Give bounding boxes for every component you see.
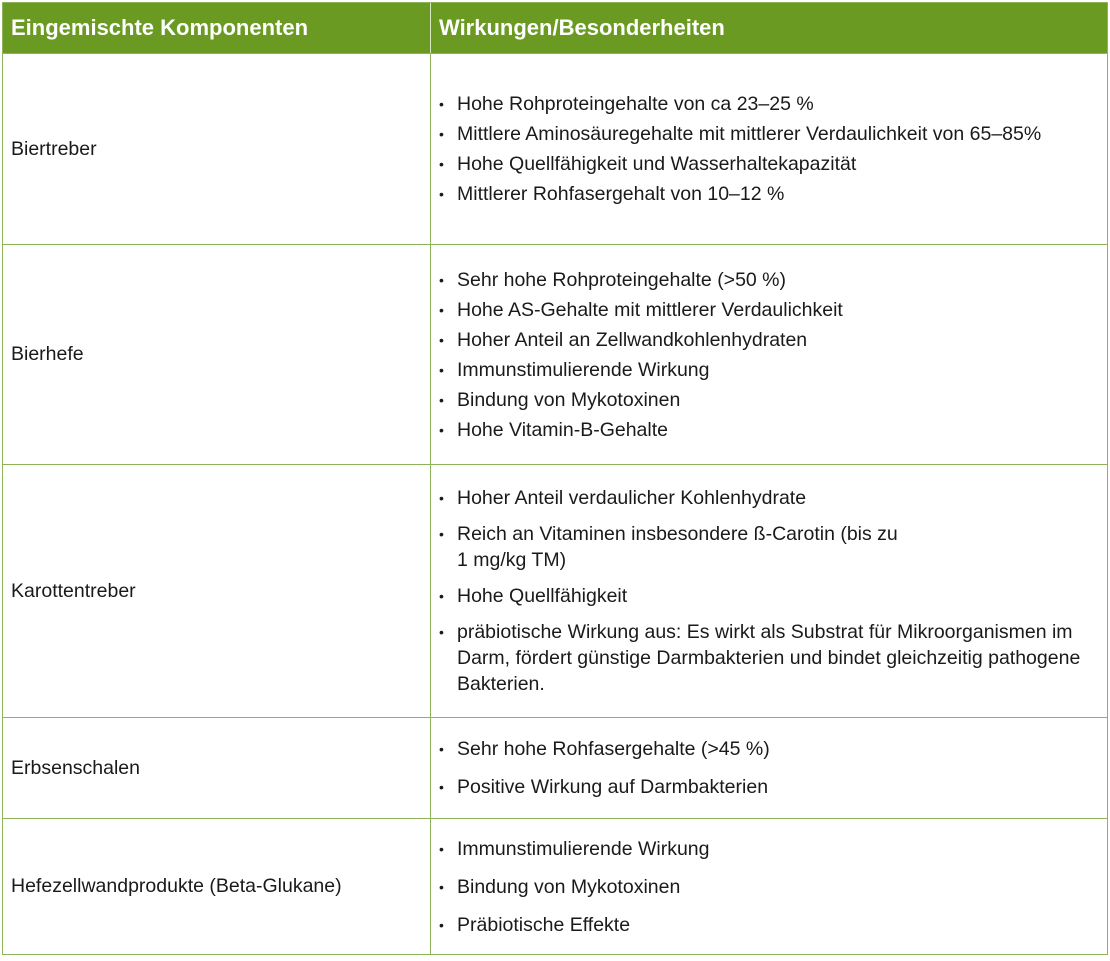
list-item: Sehr hohe Rohproteingehalte (>50 %): [439, 267, 1107, 293]
list-item: Hohe Quellfähigkeit: [439, 583, 1107, 609]
table-row: Erbsenschalen Sehr hohe Rohfasergehalte …: [3, 717, 1107, 818]
effects-list: Immunstimulierende Wirkung Bindung von M…: [439, 832, 1107, 942]
table-row: Karottentreber Hoher Anteil verdaulicher…: [3, 464, 1107, 717]
list-item: Mittlere Aminosäuregehalte mit mittlerer…: [439, 121, 1107, 147]
table-row: Biertreber Hohe Rohproteingehalte von ca…: [3, 53, 1107, 244]
list-item: Hoher Anteil an Zellwandkohlenhydraten: [439, 327, 1107, 353]
list-item: Bindung von Mykotoxinen: [439, 387, 1107, 413]
table-row: Bierhefe Sehr hohe Rohproteingehalte (>5…: [3, 244, 1107, 464]
header-components: Eingemischte Komponenten: [3, 3, 431, 53]
effects-list: Hohe Rohproteingehalte von ca 23–25 % Mi…: [439, 87, 1107, 211]
list-item: Immunstimulierende Wirkung: [439, 357, 1107, 383]
list-item: Hohe Vitamin-B-Gehalte: [439, 417, 1107, 443]
table-row: Hefezellwandprodukte (Beta-Glukane) Immu…: [3, 818, 1107, 954]
list-item: Positive Wirkung auf Darmbakterien: [439, 774, 1107, 800]
list-item: Sehr hohe Rohfasergehalte (>45 %): [439, 736, 1107, 762]
component-name: Biertreber: [3, 54, 431, 244]
list-item: Hohe Quellfähigkeit und Wasserhaltekapaz…: [439, 151, 1107, 177]
effects-list: Sehr hohe Rohfasergehalte (>45 %) Positi…: [439, 732, 1107, 804]
component-name: Hefezellwandprodukte (Beta-Glukane): [3, 819, 431, 954]
table-header: Eingemischte Komponenten Wirkungen/Beson…: [3, 3, 1107, 53]
effects-list: Hoher Anteil verdaulicher Kohlenhydrate …: [439, 481, 1107, 701]
list-item: Präbiotische Effekte: [439, 912, 1107, 938]
list-item: Hoher Anteil verdaulicher Kohlenhydrate: [439, 485, 1107, 511]
effects-list: Sehr hohe Rohproteingehalte (>50 %) Hohe…: [439, 263, 1107, 447]
list-item: Hohe AS-Gehalte mit mittlerer Verdaulich…: [439, 297, 1107, 323]
component-name: Erbsenschalen: [3, 718, 431, 818]
component-name: Bierhefe: [3, 245, 431, 464]
list-item: präbiotische Wirkung aus: Es wirkt als S…: [439, 619, 1107, 697]
header-effects: Wirkungen/Besonderheiten: [439, 15, 725, 40]
list-item: Immunstimulierende Wirkung: [439, 836, 1107, 862]
list-item: Reich an Vitaminen insbesondere ß-Caroti…: [439, 521, 907, 573]
list-item: Hohe Rohproteingehalte von ca 23–25 %: [439, 91, 1107, 117]
list-item: Bindung von Mykotoxinen: [439, 874, 1107, 900]
component-name: Karottentreber: [3, 465, 431, 717]
list-item: Mittlerer Rohfasergehalt von 10–12 %: [439, 181, 1107, 207]
